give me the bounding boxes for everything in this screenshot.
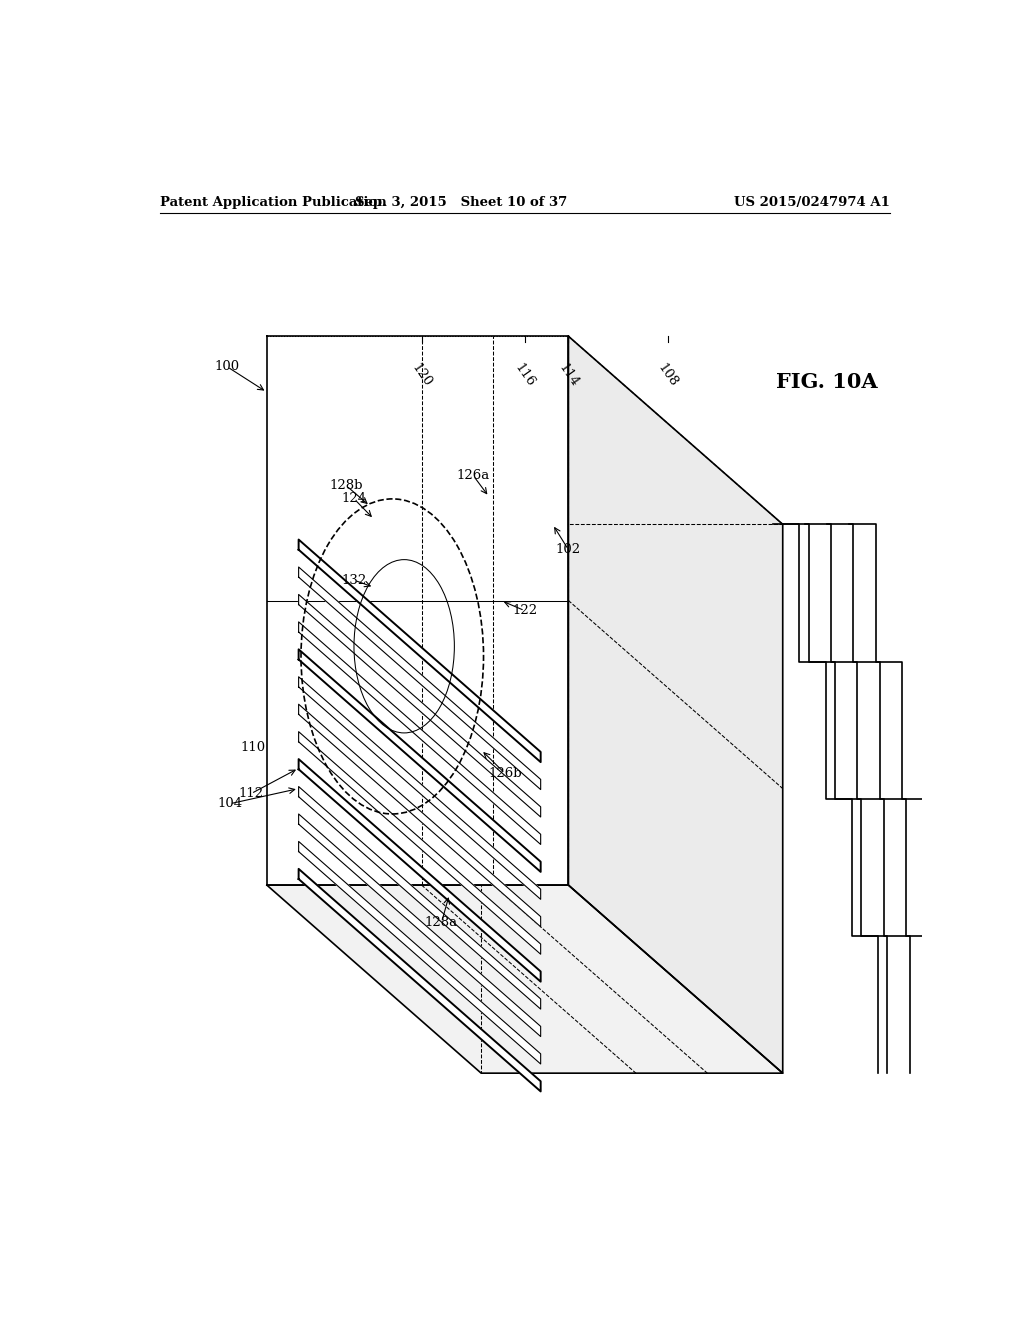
Polygon shape xyxy=(299,540,541,762)
Polygon shape xyxy=(299,568,541,789)
Text: 108: 108 xyxy=(655,362,680,389)
Polygon shape xyxy=(267,886,782,1073)
Polygon shape xyxy=(299,869,541,1092)
Polygon shape xyxy=(299,649,541,873)
Polygon shape xyxy=(299,677,541,899)
Polygon shape xyxy=(299,622,541,845)
Text: 100: 100 xyxy=(215,360,240,374)
Text: Patent Application Publication: Patent Application Publication xyxy=(160,195,386,209)
Text: 126a: 126a xyxy=(457,469,489,482)
Text: 114: 114 xyxy=(556,362,581,389)
Text: 128a: 128a xyxy=(425,916,458,929)
Text: 112: 112 xyxy=(239,787,263,800)
Text: 122: 122 xyxy=(512,605,538,618)
Polygon shape xyxy=(299,759,541,982)
Text: 110: 110 xyxy=(241,742,266,755)
Text: 120: 120 xyxy=(410,362,434,389)
Text: 132: 132 xyxy=(342,574,367,586)
Text: 124: 124 xyxy=(342,492,367,506)
Polygon shape xyxy=(299,594,541,817)
Text: 116: 116 xyxy=(512,362,538,389)
Text: 126b: 126b xyxy=(488,767,522,780)
Text: 128b: 128b xyxy=(330,479,362,492)
Text: 104: 104 xyxy=(217,797,242,810)
Polygon shape xyxy=(299,841,541,1064)
Text: 102: 102 xyxy=(556,544,581,556)
Polygon shape xyxy=(299,787,541,1008)
Polygon shape xyxy=(267,337,568,886)
Text: Sep. 3, 2015   Sheet 10 of 37: Sep. 3, 2015 Sheet 10 of 37 xyxy=(355,195,567,209)
Text: US 2015/0247974 A1: US 2015/0247974 A1 xyxy=(734,195,890,209)
Polygon shape xyxy=(299,704,541,927)
Polygon shape xyxy=(299,731,541,954)
Polygon shape xyxy=(568,337,782,1073)
Polygon shape xyxy=(299,814,541,1036)
Text: FIG. 10A: FIG. 10A xyxy=(775,372,878,392)
